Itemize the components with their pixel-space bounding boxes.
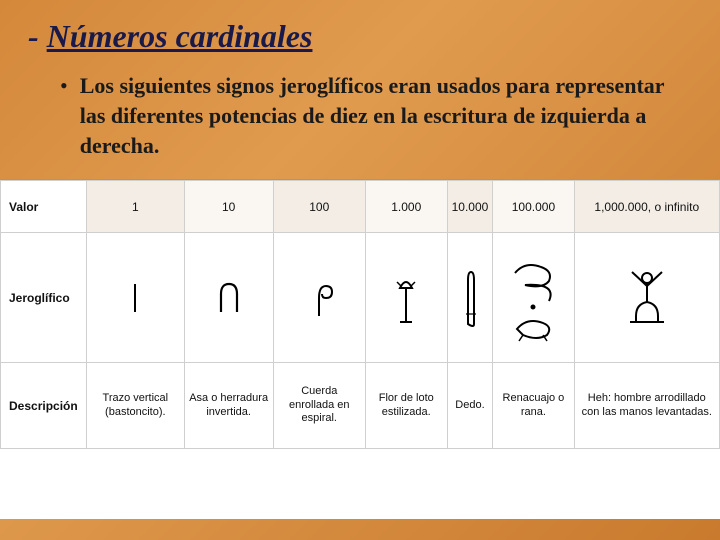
horseshoe-glyph-icon bbox=[214, 278, 244, 318]
valor-cell: 10.000 bbox=[447, 181, 493, 233]
stroke-glyph-icon bbox=[125, 278, 145, 318]
title-underlined: Números cardinales bbox=[47, 18, 313, 54]
row-label-glyph: Jeroglífico bbox=[1, 233, 87, 363]
desc-cell: Heh: hombre arrodillado con las manos le… bbox=[574, 363, 719, 449]
coil-glyph-icon bbox=[302, 276, 336, 320]
desc-cell: Cuerda enrollada en espiral. bbox=[273, 363, 365, 449]
glyph-cell bbox=[447, 233, 493, 363]
glyph-cell bbox=[87, 233, 185, 363]
bullet-dot-icon: • bbox=[60, 71, 68, 161]
desc-cell: Trazo vertical (bastoncito). bbox=[87, 363, 185, 449]
desc-cell: Dedo. bbox=[447, 363, 493, 449]
glyph-cell bbox=[365, 233, 447, 363]
row-label-valor: Valor bbox=[1, 181, 87, 233]
valor-cell: 1.000 bbox=[365, 181, 447, 233]
valor-cell: 10 bbox=[184, 181, 273, 233]
bullet-text: Los siguientes signos jeroglíficos eran … bbox=[80, 71, 670, 161]
glyph-cell bbox=[493, 233, 574, 363]
title-prefix: - bbox=[28, 18, 47, 54]
valor-cell: 1 bbox=[87, 181, 185, 233]
hieroglyph-table: Valor 1 10 100 1.000 10.000 100.000 1,00… bbox=[0, 179, 720, 519]
glyph-cell bbox=[184, 233, 273, 363]
glyph-cell bbox=[273, 233, 365, 363]
valor-cell: 100.000 bbox=[493, 181, 574, 233]
desc-cell: Asa o herradura invertida. bbox=[184, 363, 273, 449]
valor-cell: 100 bbox=[273, 181, 365, 233]
finger-glyph-icon bbox=[458, 266, 482, 330]
valor-cell: 1,000.000, o infinito bbox=[574, 181, 719, 233]
table-row: Jeroglífico bbox=[1, 233, 720, 363]
tadpole-glyph-icon bbox=[503, 253, 563, 343]
table-row: Valor 1 10 100 1.000 10.000 100.000 1,00… bbox=[1, 181, 720, 233]
table-row: Descripción Trazo vertical (bastoncito).… bbox=[1, 363, 720, 449]
bullet-item: • Los siguientes signos jeroglíficos era… bbox=[60, 71, 670, 161]
desc-cell: Flor de loto estilizada. bbox=[365, 363, 447, 449]
row-label-desc: Descripción bbox=[1, 363, 87, 449]
glyph-cell bbox=[574, 233, 719, 363]
heh-glyph-icon bbox=[622, 266, 672, 330]
lotus-glyph-icon bbox=[391, 270, 421, 326]
desc-cell: Renacuajo o rana. bbox=[493, 363, 574, 449]
page-title: - Números cardinales bbox=[28, 18, 692, 55]
